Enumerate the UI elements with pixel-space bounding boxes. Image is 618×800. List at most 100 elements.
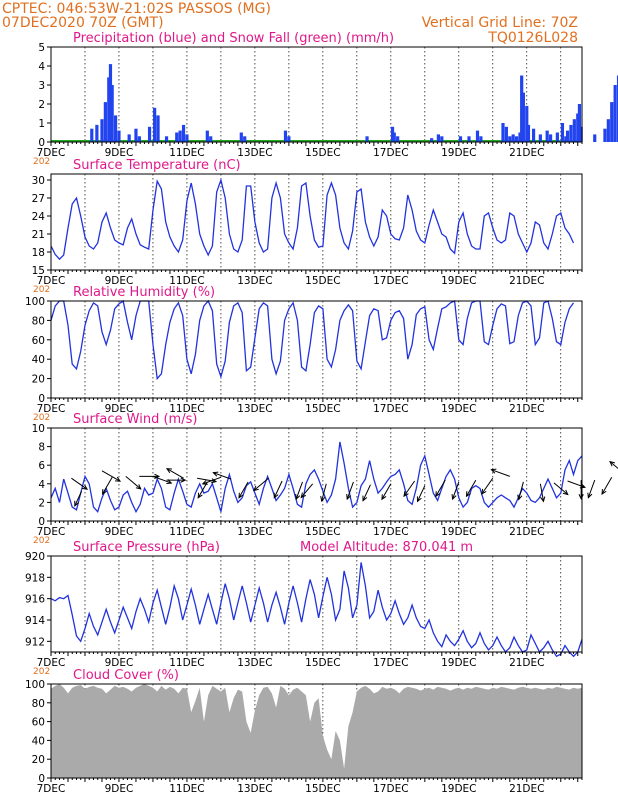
precip-bar (475, 130, 480, 142)
wind-arrow-shaft (238, 481, 249, 498)
pressure-xtick-label: 11DEC (169, 657, 204, 669)
precip-xtick-label: 19DEC (441, 147, 476, 159)
wind-arrow (252, 477, 269, 492)
wind-arrow-head (416, 496, 422, 503)
wind-year-stub: 202 (33, 536, 50, 546)
precip-bar (508, 136, 512, 142)
wind-arrow-shaft (466, 479, 477, 497)
wind-arrow (101, 477, 113, 496)
precip-bar (205, 130, 209, 142)
precip-bar (520, 75, 524, 142)
wind-arrow-head (578, 494, 584, 500)
wind-arrow-shaft (101, 470, 121, 482)
temperature-xtick-label: 9DEC (105, 275, 134, 287)
temperature-panel: Surface Temperature (nC) 15 18 21 24 27 30 7DEC… (32, 158, 583, 295)
wind-arrow (587, 479, 596, 499)
humidity-ytick-label: 20 (32, 374, 45, 386)
pressure-ytick-label: 914 (25, 615, 45, 627)
cloud-xtick-label: 7DEC (37, 783, 66, 795)
wind-arrow-shaft (553, 482, 569, 495)
precip-ytick-label: 4 (38, 61, 45, 73)
precip-bar (518, 132, 522, 142)
precip-xtick-label: 11DEC (169, 147, 204, 159)
temperature-frame (50, 173, 583, 271)
pressure-year-stub: 202 (33, 667, 50, 677)
cloud-xtick-label: 9DEC (105, 783, 134, 795)
humidity-year-stub: 202 (33, 413, 50, 423)
wind-arrow-shaft (518, 481, 524, 500)
wind-arrow (481, 477, 494, 495)
wind-arrow-head (180, 477, 187, 483)
temperature-xtick-label: 19DEC (441, 275, 476, 287)
humidity-xtick-label: 17DEC (373, 403, 408, 415)
humidity-xtick-label: 19DEC (441, 403, 476, 415)
wind-ytick-label: 0 (38, 516, 45, 528)
temperature-title: Surface Temperature (nC) (73, 158, 241, 173)
precip-xtick-label: 15DEC (305, 147, 340, 159)
wind-arrow-head (490, 468, 497, 474)
wind-arrow (517, 481, 524, 501)
wind-arrow (300, 483, 314, 499)
pressure-panel: Surface Pressure (hPa) Model Altitude: 87… (25, 540, 583, 677)
precip-bar (526, 124, 531, 142)
precip-bar (616, 75, 618, 142)
wind-arrow (362, 484, 371, 502)
precip-bar (100, 119, 104, 142)
precip-bar (440, 136, 444, 142)
wind-arrow-head (587, 492, 593, 499)
pressure-xtick-label: 17DEC (373, 657, 408, 669)
humidity-ytick-label: 80 (32, 315, 45, 327)
precip-xtick-label: 21DEC (509, 147, 544, 159)
wind-arrow-head (481, 488, 487, 495)
precip-bar (613, 85, 617, 142)
precip-bar (479, 136, 483, 142)
precip-bar (243, 136, 247, 142)
precip-bar (545, 130, 549, 142)
cloud-xtick-label: 11DEC (169, 783, 204, 795)
precip-bar (365, 136, 369, 142)
wind-arrow-shaft (74, 491, 83, 506)
humidity-xtick-label: 9DEC (105, 403, 134, 415)
precip-bar (521, 92, 525, 142)
station-label: CPTEC: 046:53W-21:02S PASSOS (MG) (2, 1, 271, 17)
wind-arrow-head (212, 471, 219, 477)
precip-bar (156, 115, 160, 142)
wind-arrow (451, 481, 460, 501)
pressure-ytick-label: 912 (25, 636, 45, 648)
cloud-xtick-label: 19DEC (441, 783, 476, 795)
humidity-ytick-label: 60 (32, 335, 45, 347)
temperature-xtick-label: 17DEC (373, 275, 408, 287)
precip-bar (178, 130, 182, 142)
pressure-xtick-label: 19DEC (441, 657, 476, 669)
wind-ytick-label: 8 (38, 442, 45, 454)
humidity-xtick-label: 13DEC (237, 403, 272, 415)
wind-arrow-shaft (587, 479, 596, 498)
pressure-ytick-label: 916 (25, 594, 45, 606)
wind-title: Surface Wind (m/s) (73, 412, 197, 427)
precip-bar (127, 134, 131, 142)
precip-bar (603, 128, 607, 142)
pressure-ytick-label: 918 (25, 572, 45, 584)
wind-arrow (101, 470, 122, 482)
precip-bar (103, 102, 107, 142)
cloud-xtick-label: 17DEC (373, 783, 408, 795)
wind-arrow-shaft (202, 476, 222, 485)
wind-arrow-shaft (273, 480, 283, 498)
wind-arrow (403, 480, 416, 498)
pressure-line (50, 562, 583, 658)
humidity-line (50, 299, 575, 381)
precip-bar (436, 134, 441, 142)
cloud-ytick-label: 40 (32, 735, 45, 747)
wind-arrow-head (403, 491, 409, 498)
precip-bar (564, 136, 568, 142)
precip-ytick-label: 5 (38, 42, 45, 54)
precip-bar (287, 136, 291, 142)
precip-bar (458, 136, 463, 142)
wind-arrow (125, 475, 142, 490)
precip-bar (147, 126, 152, 142)
precip-bar (569, 124, 573, 142)
grid-note-label: Vertical Grid Line: 70Z (422, 15, 578, 31)
precip-ytick-label: 2 (38, 99, 45, 111)
wind-panel: Surface Wind (m/s) 0 2 4 6 8 10 7DEC 9DEC 11DEC 13… (32, 412, 618, 546)
header: CPTEC: 046:53W-21:02S PASSOS (MG) 07DEC2… (2, 1, 578, 46)
